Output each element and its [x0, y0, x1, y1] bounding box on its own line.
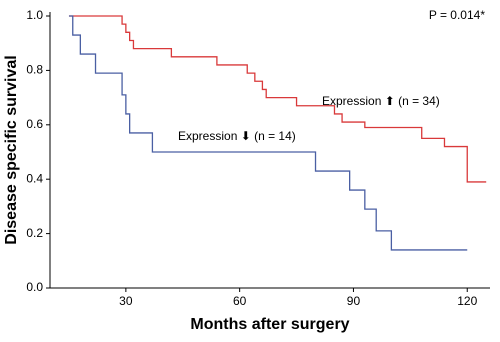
x-axis-title: Months after surgery — [190, 316, 349, 333]
x-tick-label: 90 — [347, 294, 361, 308]
y-tick-label: 1.0 — [26, 8, 43, 22]
y-tick-label: 0.6 — [26, 117, 43, 131]
survival-line — [68, 15, 468, 251]
x-tick-label: 60 — [233, 294, 247, 308]
y-tick-label: 0.4 — [26, 171, 43, 185]
y-tick-label: 0.8 — [26, 63, 43, 77]
p-value: P = 0.014* — [429, 8, 485, 22]
y-axis-title: Disease specific survival — [3, 55, 20, 244]
x-tick-label: 30 — [119, 294, 133, 308]
x-tick-label: 120 — [457, 294, 477, 308]
y-tick-label: 0.0 — [26, 280, 43, 294]
y-tick-label: 0.2 — [26, 226, 43, 240]
survival-line — [68, 15, 487, 183]
series-label: Expression ⬆ (n = 34) — [322, 94, 440, 108]
series-label: Expression ⬇ (n = 14) — [178, 129, 296, 143]
